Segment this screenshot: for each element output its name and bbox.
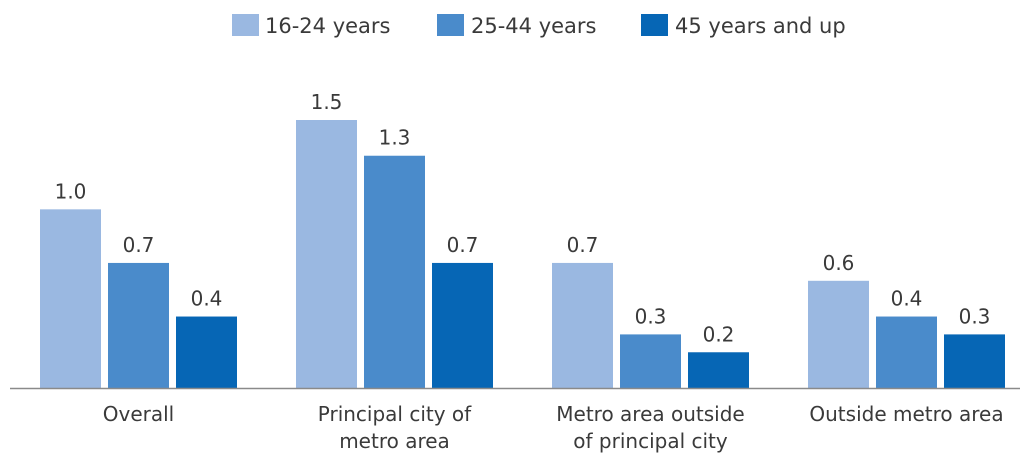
bar-2-3 bbox=[432, 262, 493, 388]
value-label-1-1: 1.0 bbox=[55, 179, 87, 203]
bar-1-2 bbox=[108, 262, 169, 388]
bar-3-3 bbox=[688, 352, 749, 388]
bar-1-3 bbox=[176, 316, 237, 388]
bar-2-1 bbox=[296, 120, 357, 388]
legend: 16-24 years 25-44 years 45 years and up bbox=[232, 14, 846, 38]
value-label-2-1: 1.5 bbox=[311, 90, 343, 114]
category-label-4-line-1: Outside metro area bbox=[809, 402, 1003, 426]
value-label-4-3: 0.3 bbox=[959, 304, 991, 328]
legend-label-3: 45 years and up bbox=[675, 14, 846, 38]
bar-4-1 bbox=[808, 280, 869, 388]
legend-swatch-1 bbox=[232, 14, 259, 36]
category-label-3-line-2: of principal city bbox=[573, 429, 728, 453]
category-labels: Overall Principal city of metro area Metro … bbox=[103, 402, 1004, 453]
category-label-1-line-1: Overall bbox=[103, 402, 174, 426]
bar-2-2 bbox=[364, 155, 425, 388]
value-label-3-2: 0.3 bbox=[635, 304, 667, 328]
value-label-1-3: 0.4 bbox=[191, 287, 223, 311]
legend-swatch-2 bbox=[437, 14, 464, 36]
value-label-1-2: 0.7 bbox=[123, 233, 155, 257]
bar-4-3 bbox=[944, 334, 1005, 388]
value-label-2-2: 1.3 bbox=[379, 126, 411, 150]
value-label-3-1: 0.7 bbox=[567, 233, 599, 257]
category-label-2-line-2: metro area bbox=[339, 429, 450, 453]
value-labels: 1.0 0.7 0.4 1.5 1.3 0.7 0.7 0.3 0.2 0.6 0.4 0.3 bbox=[55, 90, 991, 346]
bar-3-1 bbox=[552, 262, 613, 388]
category-label-3-line-1: Metro area outside bbox=[556, 402, 744, 426]
bars bbox=[40, 120, 1005, 388]
value-label-3-3: 0.2 bbox=[703, 322, 735, 346]
value-label-4-2: 0.4 bbox=[891, 287, 923, 311]
bar-1-1 bbox=[40, 209, 101, 388]
bar-4-2 bbox=[876, 316, 937, 388]
legend-label-2: 25-44 years bbox=[471, 14, 597, 38]
bar-3-2 bbox=[620, 334, 681, 388]
value-label-2-3: 0.7 bbox=[447, 233, 479, 257]
value-label-4-1: 0.6 bbox=[823, 251, 855, 275]
legend-swatch-3 bbox=[641, 14, 668, 36]
category-label-2-line-1: Principal city of bbox=[318, 402, 472, 426]
legend-label-1: 16-24 years bbox=[265, 14, 391, 38]
